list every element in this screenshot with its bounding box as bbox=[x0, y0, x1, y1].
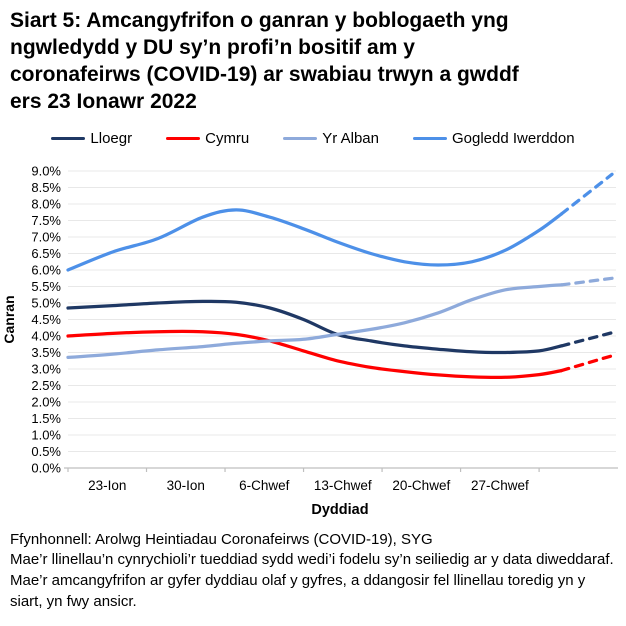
svg-text:8.5%: 8.5% bbox=[31, 180, 61, 195]
legend-item-yr-alban: Yr Alban bbox=[283, 131, 379, 146]
svg-text:Canran: Canran bbox=[1, 295, 17, 343]
legend-label-gogledd-iwerddon: Gogledd Iwerddon bbox=[452, 130, 575, 147]
legend-swatch-cymru bbox=[166, 136, 201, 141]
legend-label-cymru: Cymru bbox=[205, 130, 250, 147]
svg-text:7.0%: 7.0% bbox=[31, 229, 61, 244]
chart-title-line-2: ngwledydd y DU sy’n profi’n bositif am y bbox=[10, 35, 415, 59]
line-chart: 0.0%0.5% 1.0%1.5% 2.0%2.5% 3.0%3.5% 4.0%4.5%… bbox=[1, 163, 618, 518]
svg-text:4.0%: 4.0% bbox=[31, 328, 61, 343]
legend-swatch-gogledd-iwerddon bbox=[413, 136, 447, 141]
chart-title-line-4: ers 23 Ionawr 2022 bbox=[10, 89, 197, 113]
svg-text:6.0%: 6.0% bbox=[31, 262, 61, 277]
svg-text:5.0%: 5.0% bbox=[31, 295, 61, 310]
legend-swatch-yr-alban bbox=[283, 136, 318, 141]
svg-text:0.5%: 0.5% bbox=[31, 444, 61, 459]
svg-text:2.0%: 2.0% bbox=[31, 394, 61, 409]
source-note: Ffynhonnell: Arolwg Heintiadau Coronafei… bbox=[10, 530, 433, 548]
svg-text:6-Chwef: 6-Chwef bbox=[239, 478, 290, 493]
svg-text:30-Ion: 30-Ion bbox=[167, 478, 205, 493]
chart-footer: Ffynhonnell: Arolwg Heintiadau Coronafei… bbox=[10, 530, 616, 613]
chart-title: Siart 5: Amcangyfrifon o ganran y boblog… bbox=[10, 8, 616, 116]
legend-item-lloegr: Lloegr bbox=[51, 131, 132, 146]
svg-text:4.5%: 4.5% bbox=[31, 312, 61, 327]
svg-text:3.5%: 3.5% bbox=[31, 345, 61, 360]
svg-text:13-Chwef: 13-Chwef bbox=[314, 478, 372, 493]
svg-text:2.5%: 2.5% bbox=[31, 378, 61, 393]
svg-text:1.5%: 1.5% bbox=[31, 411, 61, 426]
svg-text:27-Chwef: 27-Chwef bbox=[471, 478, 529, 493]
methodology-note: Mae’r llinellau’n cynrychioli’r tueddiad… bbox=[10, 551, 614, 610]
svg-text:8.0%: 8.0% bbox=[31, 196, 61, 211]
svg-text:1.0%: 1.0% bbox=[31, 427, 61, 442]
svg-text:0.0%: 0.0% bbox=[31, 460, 61, 475]
legend-item-gogledd-iwerddon: Gogledd Iwerddon bbox=[413, 131, 575, 146]
chart-title-line-3: coronafeirws (COVID-19) ar swabiau trwyn… bbox=[10, 62, 519, 86]
legend-item-cymru: Cymru bbox=[166, 131, 249, 146]
svg-text:20-Chwef: 20-Chwef bbox=[392, 478, 450, 493]
chart-title-line-1: Siart 5: Amcangyfrifon o ganran y boblog… bbox=[10, 9, 509, 32]
svg-text:6.5%: 6.5% bbox=[31, 246, 61, 261]
svg-text:Dyddiad: Dyddiad bbox=[311, 502, 368, 518]
legend-label-yr-alban: Yr Alban bbox=[322, 130, 379, 147]
svg-text:3.0%: 3.0% bbox=[31, 361, 61, 376]
svg-text:7.5%: 7.5% bbox=[31, 213, 61, 228]
legend-swatch-lloegr bbox=[51, 136, 86, 141]
svg-text:9.0%: 9.0% bbox=[31, 163, 61, 178]
svg-text:5.5%: 5.5% bbox=[31, 279, 61, 294]
legend-label-lloegr: Lloegr bbox=[90, 130, 133, 147]
svg-text:23-Ion: 23-Ion bbox=[88, 478, 126, 493]
legend: Lloegr Cymru Yr Alban Gogledd Iwerddon bbox=[0, 129, 626, 149]
